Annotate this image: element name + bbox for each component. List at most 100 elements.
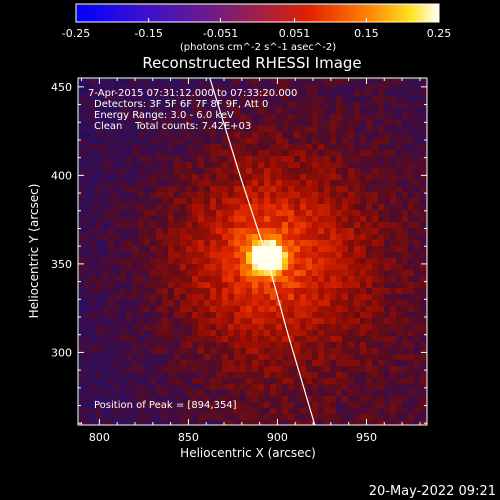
heatmap-cell (360, 108, 366, 114)
heatmap-cell (270, 318, 276, 324)
heatmap-cell (348, 174, 354, 180)
heatmap-cell (174, 168, 180, 174)
heatmap-cell (234, 168, 240, 174)
heatmap-cell (390, 174, 396, 180)
heatmap-cell (240, 270, 246, 276)
heatmap-cell (180, 414, 186, 420)
heatmap-cell (180, 372, 186, 378)
heatmap-cell (378, 312, 384, 318)
heatmap-cell (168, 204, 174, 210)
heatmap-cell (360, 372, 366, 378)
heatmap-cell (354, 300, 360, 306)
heatmap-cell (414, 420, 420, 425)
heatmap-cell (330, 366, 336, 372)
heatmap-cell (402, 396, 408, 402)
heatmap-cell (324, 264, 330, 270)
heatmap-cell (258, 294, 264, 300)
heatmap-cell (360, 402, 366, 408)
heatmap-cell (138, 258, 144, 264)
heatmap-cell (204, 120, 210, 126)
heatmap-cell (342, 198, 348, 204)
heatmap-cell (396, 324, 402, 330)
heatmap-cell (348, 108, 354, 114)
heatmap-cell (84, 396, 90, 402)
heatmap-cell (384, 198, 390, 204)
heatmap-cell (156, 264, 162, 270)
heatmap-cell (180, 330, 186, 336)
heatmap-cell (90, 216, 96, 222)
heatmap-cell (264, 138, 270, 144)
heatmap-cell (138, 348, 144, 354)
heatmap-cell (210, 108, 216, 114)
heatmap-cell (90, 222, 96, 228)
heatmap-cell (204, 222, 210, 228)
heatmap-cell (396, 390, 402, 396)
heatmap-cell (108, 102, 114, 108)
heatmap-cell (420, 318, 426, 324)
heatmap-cell (312, 180, 318, 186)
heatmap-cell (354, 210, 360, 216)
heatmap-cell (102, 168, 108, 174)
heatmap-cell (156, 240, 162, 246)
heatmap-cell (204, 102, 210, 108)
heatmap-cell (138, 84, 144, 90)
heatmap-cell (408, 384, 414, 390)
heatmap-cell (348, 384, 354, 390)
heatmap-cell (180, 246, 186, 252)
heatmap-cell (162, 114, 168, 120)
heatmap-cell (90, 378, 96, 384)
heatmap-cell (282, 390, 288, 396)
heatmap-cell (294, 186, 300, 192)
heatmap-cell (222, 294, 228, 300)
heatmap-cell (144, 390, 150, 396)
heatmap-cell (108, 348, 114, 354)
heatmap-cell (168, 114, 174, 120)
heatmap-cell (420, 174, 426, 180)
heatmap-cell (324, 108, 330, 114)
heatmap-cell (84, 264, 90, 270)
heatmap-cell (198, 420, 204, 425)
heatmap-cell (144, 90, 150, 96)
heatmap-cell (318, 96, 324, 102)
heatmap-cell (192, 180, 198, 186)
heatmap-cell (336, 108, 342, 114)
heatmap-cell (162, 96, 168, 102)
heatmap-cell (384, 378, 390, 384)
heatmap-cell (216, 408, 222, 414)
heatmap-cell (108, 168, 114, 174)
heatmap-cell (330, 276, 336, 282)
heatmap-cell (240, 396, 246, 402)
heatmap-cell (408, 390, 414, 396)
heatmap-cell (150, 168, 156, 174)
heatmap-cell (186, 306, 192, 312)
heatmap-cell (216, 96, 222, 102)
heatmap-cell (108, 330, 114, 336)
heatmap-cell (210, 414, 216, 420)
heatmap-cell (348, 144, 354, 150)
heatmap-cell (252, 210, 258, 216)
heatmap-cell (234, 348, 240, 354)
heatmap-cell (162, 150, 168, 156)
heatmap-cell (264, 342, 270, 348)
heatmap-cell (360, 132, 366, 138)
heatmap-cell (120, 168, 126, 174)
heatmap-cell (276, 192, 282, 198)
heatmap-cell (306, 360, 312, 366)
heatmap-cell (420, 162, 426, 168)
heatmap-cell (216, 198, 222, 204)
heatmap-cell (132, 372, 138, 378)
heatmap-cell (240, 318, 246, 324)
heatmap-cell (366, 78, 372, 84)
heatmap-cell (168, 258, 174, 264)
heatmap-cell (156, 144, 162, 150)
heatmap-cell (342, 96, 348, 102)
heatmap-cell (222, 306, 228, 312)
heatmap-cell (270, 198, 276, 204)
heatmap-cell (390, 270, 396, 276)
heatmap-cell (276, 114, 282, 120)
heatmap-cell (222, 240, 228, 246)
heatmap-cell (372, 294, 378, 300)
heatmap-cell (282, 150, 288, 156)
heatmap-cell (348, 168, 354, 174)
heatmap-cell (192, 246, 198, 252)
